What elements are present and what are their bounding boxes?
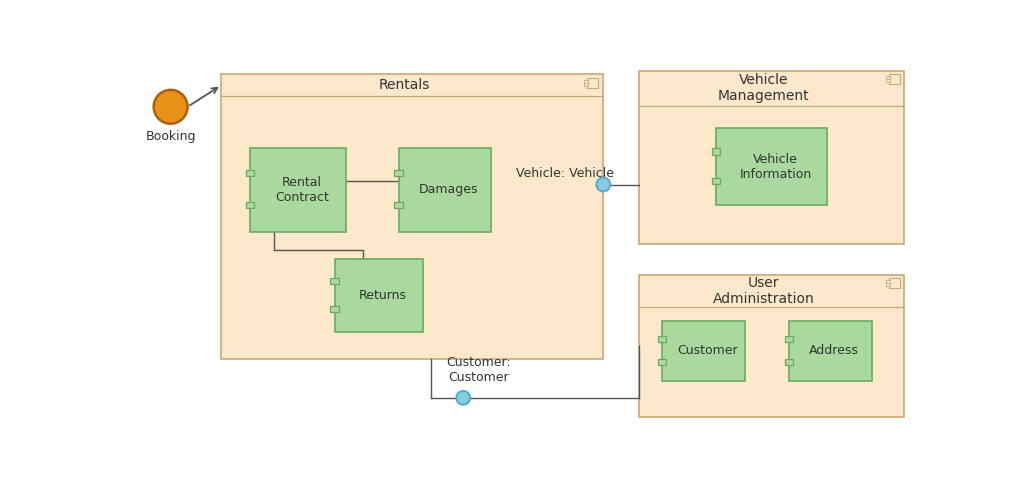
Bar	[886, 79, 890, 82]
Bar	[784, 359, 794, 365]
Bar	[246, 202, 254, 208]
Bar	[889, 278, 900, 288]
Text: Returns: Returns	[358, 289, 407, 302]
Bar	[712, 178, 720, 184]
Bar	[398, 148, 490, 232]
Bar	[394, 170, 402, 176]
Text: User
Administration: User Administration	[713, 276, 815, 306]
Bar	[335, 259, 423, 333]
Text: Rentals: Rentals	[379, 78, 430, 92]
Bar	[584, 80, 588, 83]
Bar	[657, 336, 666, 342]
Text: Rental
Contract: Rental Contract	[275, 176, 329, 204]
Bar	[221, 74, 602, 359]
Bar	[784, 336, 794, 342]
Bar	[788, 321, 872, 381]
Bar	[587, 78, 598, 88]
Bar	[712, 149, 720, 154]
Bar	[639, 275, 904, 417]
Text: Vehicle
Management: Vehicle Management	[718, 73, 810, 103]
Text: Customer: Customer	[677, 344, 737, 357]
Text: Address: Address	[809, 344, 859, 357]
Text: Vehicle: Vehicle: Vehicle: Vehicle	[516, 167, 613, 180]
Bar	[662, 321, 745, 381]
Text: Damages: Damages	[419, 184, 478, 196]
Circle shape	[457, 391, 470, 405]
Bar	[584, 83, 588, 86]
Bar	[716, 128, 827, 205]
Bar	[889, 74, 900, 84]
Bar	[331, 278, 339, 284]
Bar	[886, 76, 890, 79]
Bar	[639, 70, 904, 244]
Bar	[657, 359, 666, 365]
Bar	[331, 306, 339, 312]
Bar	[886, 283, 890, 286]
Bar	[250, 148, 346, 232]
Text: Customer:
Customer: Customer: Customer	[446, 356, 511, 384]
Bar	[394, 202, 402, 208]
Text: Vehicle
Information: Vehicle Information	[739, 153, 812, 181]
Bar	[246, 170, 254, 176]
Bar	[886, 280, 890, 283]
Circle shape	[154, 90, 187, 123]
Circle shape	[596, 178, 610, 191]
Text: Booking: Booking	[145, 130, 196, 143]
